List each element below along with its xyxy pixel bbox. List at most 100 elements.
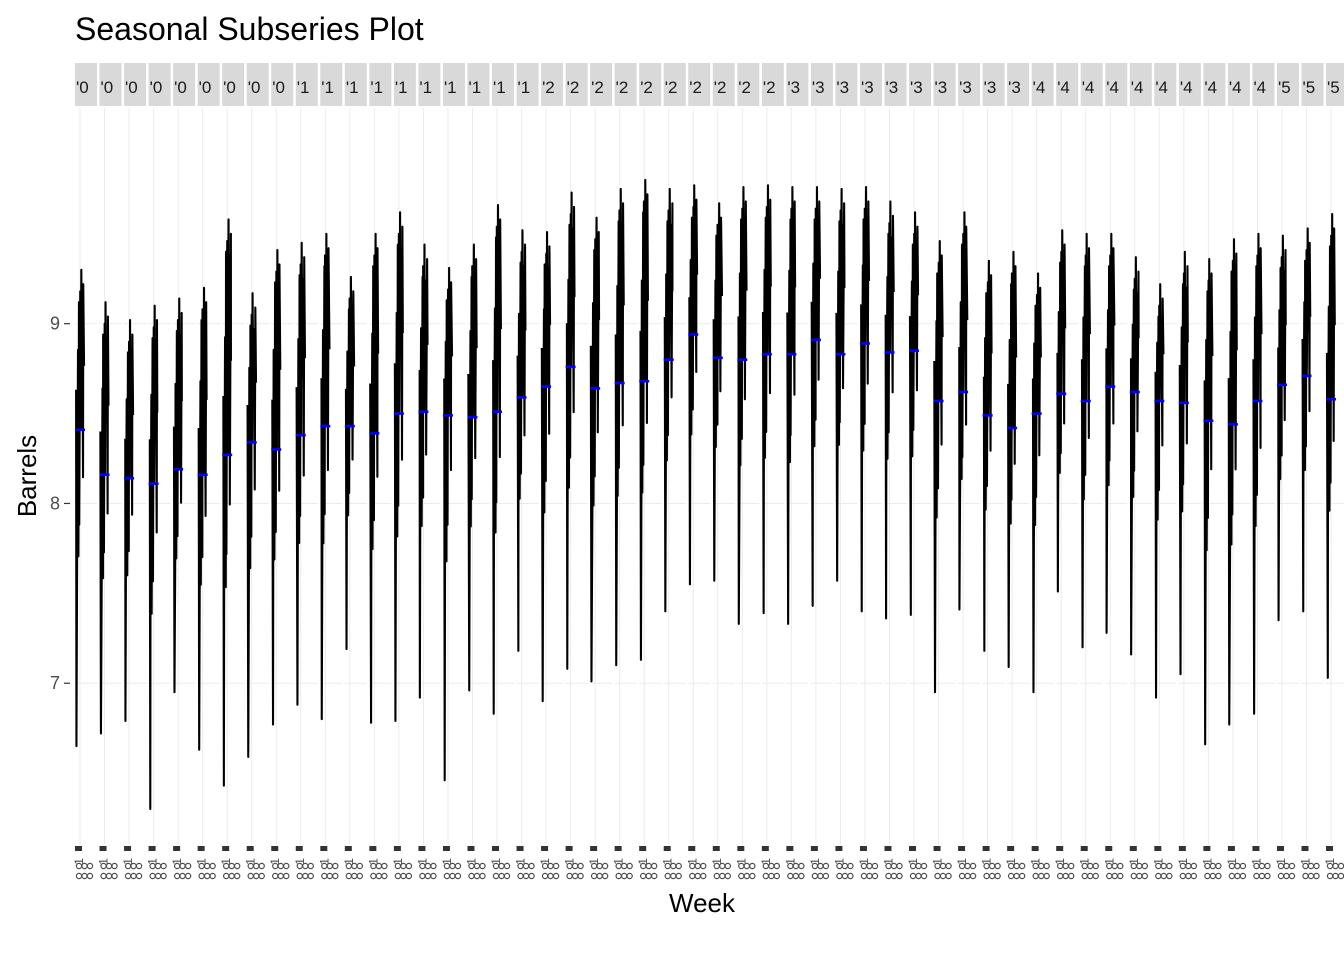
- subseries-line: [516, 229, 527, 652]
- panel: '0 1: [195, 63, 220, 880]
- x-tick-glyph: [841, 872, 849, 880]
- strip-label: '4: [1229, 78, 1242, 97]
- x-tick-mark: [565, 846, 573, 851]
- strip-label: '2: [616, 78, 629, 97]
- x-tick-mark: [492, 846, 500, 851]
- strip-background: [197, 63, 220, 106]
- x-tick-glyph: [1307, 872, 1315, 880]
- subseries-line: [786, 186, 797, 625]
- x-tick-glyph: [817, 872, 824, 880]
- panel: '0 1: [121, 63, 147, 880]
- panel: '4 1: [1176, 63, 1201, 880]
- x-tick-label: 1: [1274, 858, 1288, 865]
- x-tick-label: 1: [1004, 858, 1018, 865]
- x-tick-glyph: [370, 872, 377, 880]
- x-tick-glyph: [719, 872, 726, 880]
- strip-background: [246, 63, 269, 106]
- panel: '0 1: [97, 63, 122, 880]
- x-tick-mark: [75, 846, 82, 851]
- subseries-line: [197, 286, 208, 751]
- x-tick-label: 1: [464, 858, 478, 865]
- x-tick-glyph: [1283, 872, 1290, 880]
- x-tick-glyph: [787, 872, 794, 880]
- x-tick-glyph: [1228, 872, 1236, 880]
- x-tick-label: 1: [832, 858, 846, 865]
- x-tick-glyph: [356, 862, 364, 870]
- x-tick-label: 1: [685, 858, 699, 865]
- strip-background: [222, 63, 245, 106]
- x-tick-mark: [516, 846, 524, 851]
- subseries-line: [860, 186, 871, 613]
- x-tick-glyph: [945, 872, 952, 880]
- x-tick-mark: [173, 846, 181, 851]
- x-tick-glyph: [768, 872, 775, 880]
- strip-background: [884, 63, 907, 106]
- x-tick-glyph: [1043, 872, 1050, 880]
- x-tick-glyph: [1302, 872, 1309, 880]
- panel: '1 1: [514, 63, 539, 880]
- x-tick-glyph: [650, 862, 658, 870]
- strip-background: [761, 63, 784, 106]
- x-tick-mark: [124, 846, 132, 851]
- x-tick-mark: [909, 846, 917, 851]
- x-tick-glyph: [724, 872, 731, 880]
- strip-label: '0: [223, 78, 236, 97]
- strip-background: [467, 63, 490, 106]
- strip-background: [541, 63, 564, 106]
- x-tick-glyph: [749, 872, 756, 880]
- x-tick-label: 1: [97, 858, 111, 865]
- subseries-line: [589, 216, 601, 683]
- panel: '0 1: [244, 63, 269, 880]
- panel: '2 1: [612, 63, 637, 880]
- subseries-line: [148, 304, 159, 811]
- x-tick-glyph: [798, 862, 805, 870]
- y-tick-label: 9: [50, 314, 60, 334]
- x-tick-glyph: [664, 872, 671, 880]
- x-tick-glyph: [135, 862, 143, 870]
- x-tick-label: 1: [1323, 858, 1337, 865]
- x-tick-glyph: [503, 872, 511, 880]
- subseries-line: [492, 204, 502, 715]
- strip-label: '2: [714, 78, 727, 97]
- panel: '3 1: [1004, 63, 1030, 880]
- x-tick-glyph: [198, 872, 205, 880]
- x-tick-glyph: [920, 862, 928, 870]
- x-tick-mark: [1105, 846, 1113, 851]
- x-tick-glyph: [994, 872, 1001, 880]
- strip-background: [712, 63, 735, 106]
- x-tick-glyph: [700, 872, 707, 880]
- x-tick-glyph: [1215, 862, 1222, 870]
- strip-background: [442, 63, 465, 106]
- strip-label: '2: [542, 78, 555, 97]
- x-tick-glyph: [247, 872, 254, 880]
- x-tick-glyph: [203, 872, 211, 880]
- subseries-line: [639, 178, 649, 661]
- x-tick-glyph: [964, 872, 971, 880]
- x-tick-glyph: [381, 862, 388, 870]
- x-tick-glyph: [650, 872, 658, 880]
- strip-label: '1: [493, 78, 506, 97]
- x-tick-glyph: [111, 862, 118, 870]
- panel: '3 1: [980, 63, 1005, 880]
- panel: '1 1: [366, 63, 392, 880]
- x-tick-glyph: [375, 872, 383, 880]
- x-tick-glyph: [233, 872, 241, 880]
- x-tick-mark: [982, 846, 990, 851]
- x-tick-label: 1: [1200, 858, 1214, 865]
- strip-label: '0: [272, 78, 285, 97]
- panel: '1 1: [464, 63, 490, 880]
- x-tick-glyph: [945, 862, 952, 870]
- panel: '1 1: [342, 63, 367, 880]
- x-tick-glyph: [792, 872, 800, 880]
- strip-background: [1227, 63, 1250, 106]
- subseries-line: [1154, 283, 1165, 699]
- x-tick-glyph: [1313, 862, 1320, 870]
- x-tick-glyph: [836, 872, 843, 880]
- panel: '0 1: [72, 63, 97, 880]
- x-tick-mark: [688, 846, 696, 851]
- x-tick-label: 1: [636, 858, 650, 865]
- x-tick-glyph: [130, 872, 137, 880]
- x-tick-mark: [393, 846, 401, 851]
- x-tick-glyph: [443, 872, 451, 880]
- strip-background: [75, 63, 97, 106]
